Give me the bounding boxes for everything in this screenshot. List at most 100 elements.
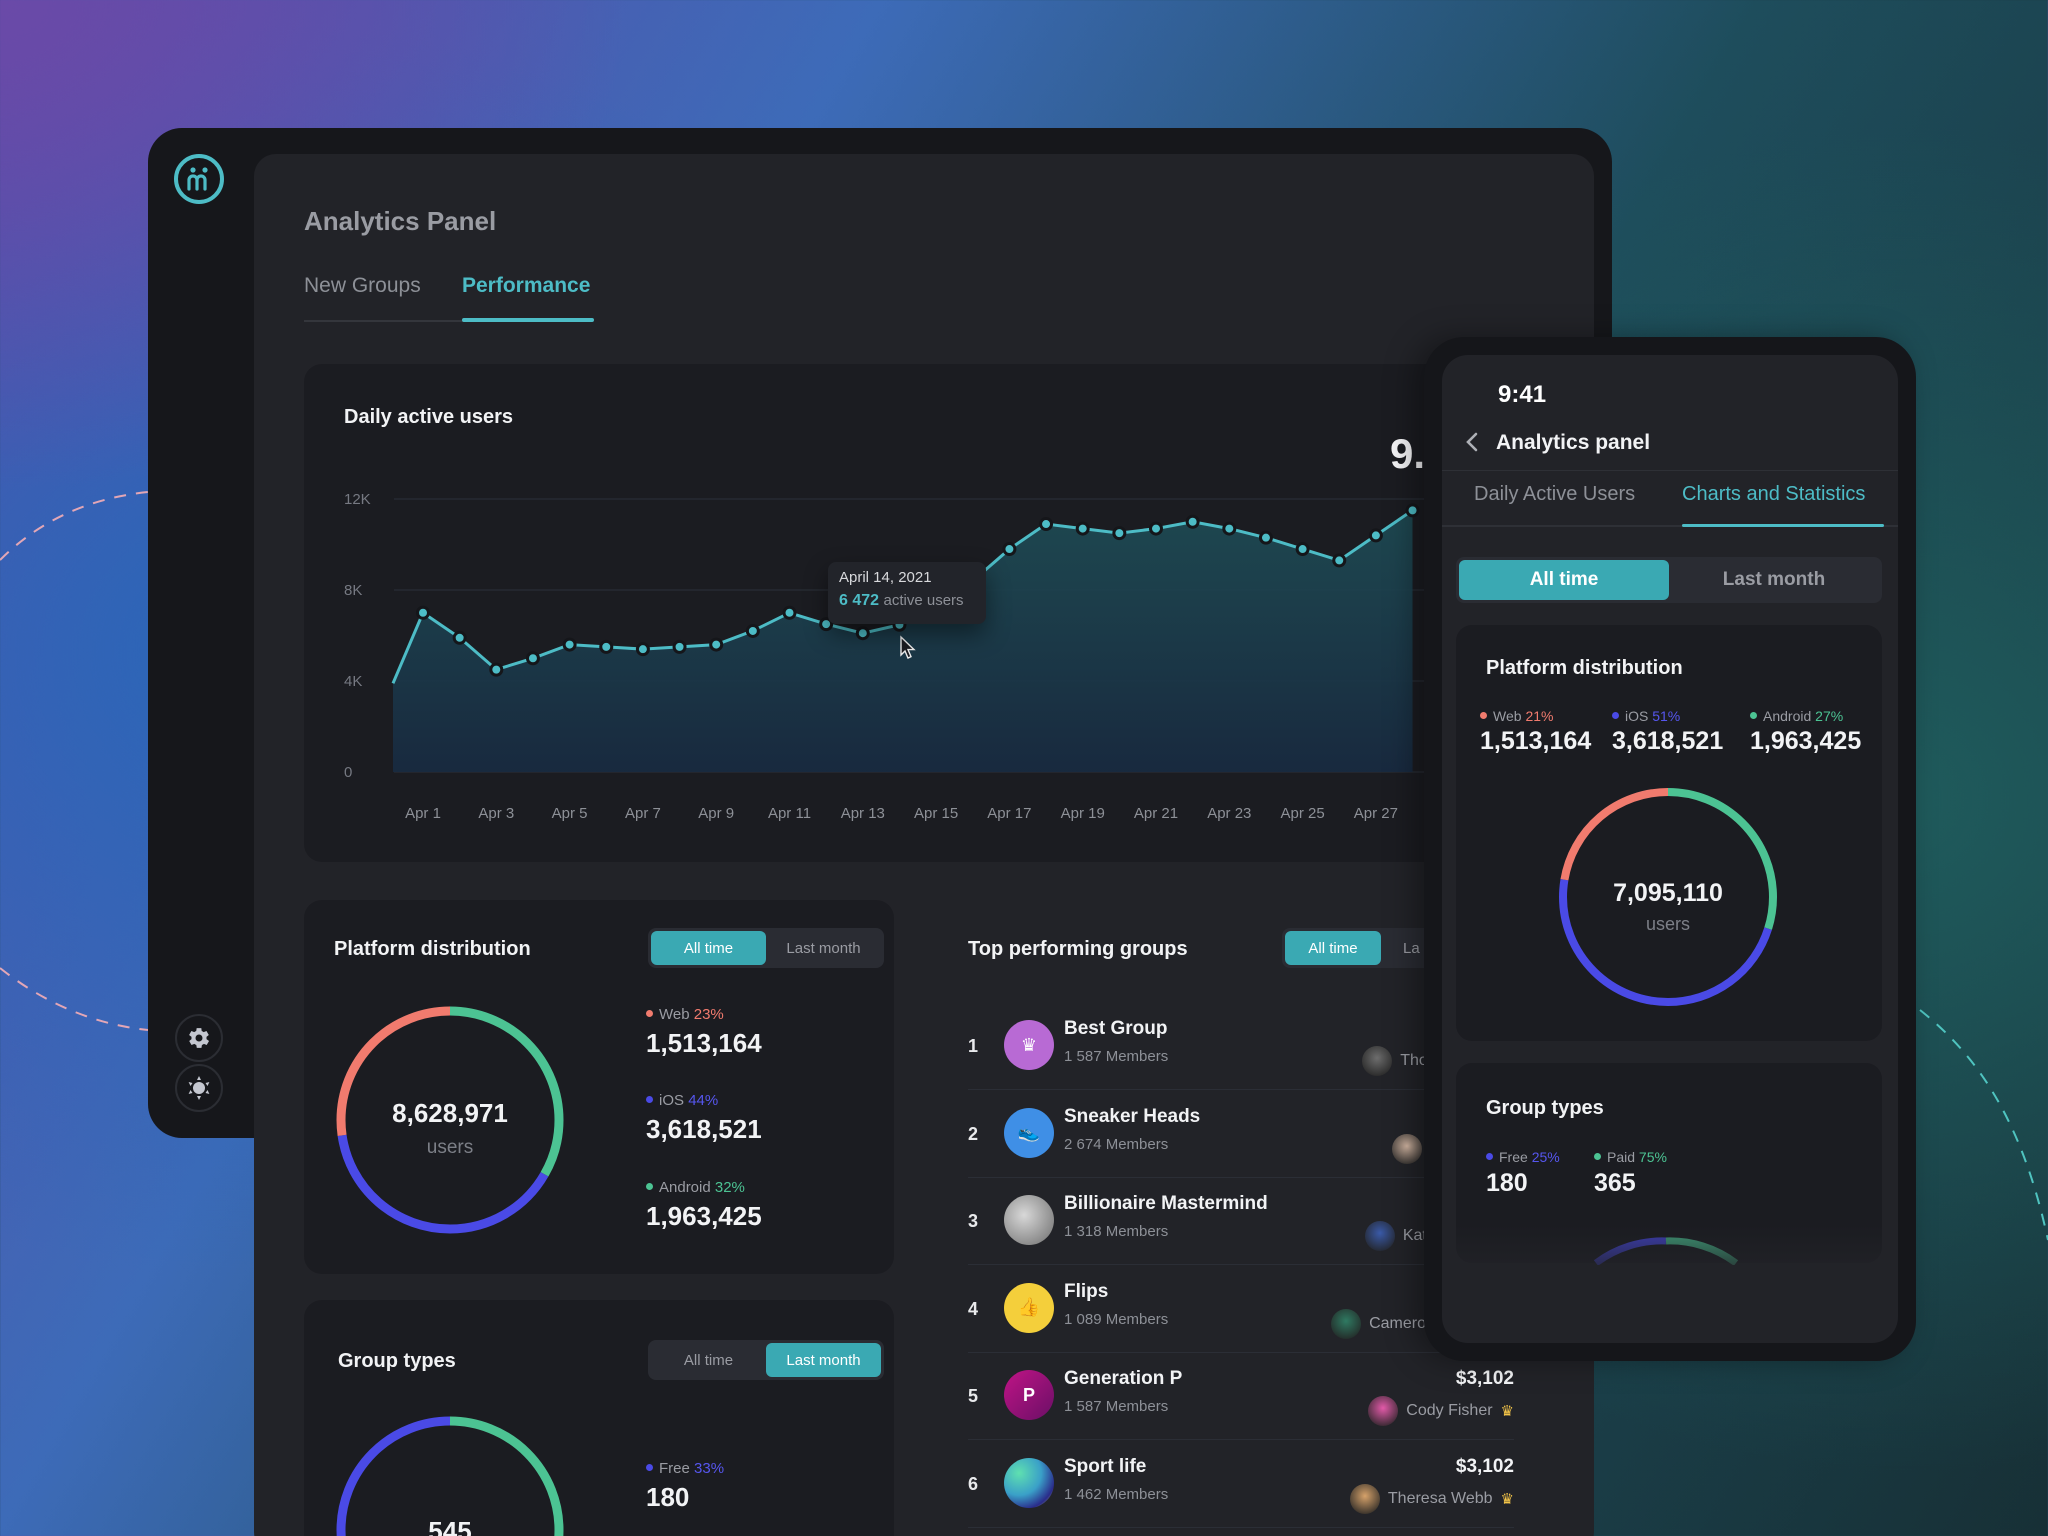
- free-legend: Free 25%: [1486, 1149, 1560, 1165]
- phone-period-toggle: All time Last month: [1456, 557, 1882, 603]
- phone-platform-donut-chart: [1559, 788, 1777, 1006]
- group-types-donut-center: 545: [428, 1516, 472, 1536]
- data-point[interactable]: [525, 651, 540, 666]
- top-groups-title: Top performing groups: [968, 938, 1188, 960]
- android-value: 1,963,425: [646, 1201, 762, 1231]
- group-members: 1 318 Members: [1064, 1223, 1169, 1240]
- group-name[interactable]: Flips: [1064, 1280, 1109, 1302]
- tab-new-groups[interactable]: New Groups: [304, 274, 421, 297]
- group-rank: 1: [968, 1036, 979, 1056]
- free-legend: Free 33%: [646, 1460, 724, 1477]
- dau-card-title: Daily active users: [344, 406, 513, 428]
- data-point[interactable]: [1075, 521, 1090, 536]
- group-rank: 5: [968, 1386, 979, 1406]
- tooltip-value: 6 472 active users: [839, 592, 964, 609]
- gear-icon: [189, 1028, 210, 1048]
- data-point[interactable]: [819, 617, 834, 632]
- data-point[interactable]: [782, 605, 797, 620]
- svg-text:Apr 25: Apr 25: [1280, 805, 1324, 822]
- owner-avatar: [1368, 1396, 1399, 1426]
- dau-line-chart[interactable]: 0 4K 8K 12K Apr 1 Apr 3 Apr 5 Apr 7 Apr 9 Apr 11…: [304, 364, 1424, 844]
- data-point[interactable]: [1185, 514, 1200, 529]
- data-point[interactable]: [745, 623, 760, 638]
- group-name[interactable]: Sport life: [1064, 1455, 1147, 1477]
- platform-distribution-card: Platform distribution All time Last mont…: [304, 900, 894, 1274]
- all-time-option[interactable]: All time: [1459, 560, 1669, 600]
- data-point[interactable]: [1332, 553, 1347, 568]
- group-avatar: [1004, 1457, 1054, 1508]
- group-name[interactable]: Generation P: [1064, 1368, 1183, 1389]
- tab-charts-and-statistics[interactable]: Charts and Statistics: [1682, 483, 1866, 505]
- data-point[interactable]: [855, 626, 870, 641]
- tab-daily-active-users[interactable]: Daily Active Users: [1474, 483, 1636, 505]
- data-point[interactable]: [1039, 517, 1054, 532]
- group-name[interactable]: Sneaker Heads: [1064, 1105, 1201, 1127]
- data-point[interactable]: [1222, 521, 1237, 536]
- free-value: 180: [646, 1482, 690, 1512]
- data-point[interactable]: [1149, 521, 1163, 536]
- data-point[interactable]: [1295, 542, 1310, 557]
- svg-text:8K: 8K: [344, 582, 362, 599]
- data-point[interactable]: [416, 605, 430, 620]
- phone-platform-card: Platform distribution Web 21% 1,513,164 …: [1456, 625, 1882, 1041]
- group-members: 1 462 Members: [1064, 1485, 1169, 1503]
- svg-text:Apr 5: Apr 5: [552, 805, 588, 822]
- data-point[interactable]: [1258, 530, 1273, 545]
- page-title: Analytics Panel: [304, 206, 497, 236]
- data-point[interactable]: [672, 639, 687, 654]
- owner-avatar: [1364, 1221, 1395, 1251]
- all-time-option[interactable]: All time: [1285, 931, 1381, 965]
- web-value: 1,513,164: [646, 1028, 762, 1058]
- platform-donut-center: 8,628,971 users: [392, 1098, 508, 1158]
- phone-group-types-title: Group types: [1486, 1097, 1604, 1119]
- main-tabs: New Groups Performance: [304, 270, 594, 322]
- group-name[interactable]: Billionaire Mastermind: [1064, 1193, 1268, 1214]
- dau-total-value: 9.: [1390, 430, 1426, 477]
- back-button[interactable]: [1464, 431, 1480, 459]
- data-point[interactable]: [489, 662, 504, 677]
- data-point[interactable]: [562, 637, 577, 652]
- group-owner: Theresa Webb ♛: [1349, 1483, 1514, 1514]
- group-name[interactable]: Best Group: [1064, 1018, 1168, 1039]
- data-point[interactable]: [1002, 542, 1017, 557]
- group-avatar: 👟: [1004, 1107, 1054, 1158]
- group-row[interactable]: 5 P Generation P 1 587 Members $3,102 Cody Fi…: [968, 1352, 1514, 1440]
- sun-icon: [188, 1076, 210, 1100]
- web-value: 1,513,164: [1480, 727, 1592, 755]
- phone-tabs: Daily Active Users Charts and Statistics: [1442, 471, 1898, 527]
- last-month-option[interactable]: Last month: [786, 939, 861, 957]
- scroll-fade: [1456, 1225, 1882, 1305]
- tab-performance[interactable]: Performance: [462, 274, 591, 297]
- settings-button[interactable]: [175, 1014, 223, 1062]
- group-rank: 4: [968, 1298, 979, 1319]
- theme-toggle-button[interactable]: [175, 1064, 223, 1112]
- active-tab-indicator: [462, 318, 594, 322]
- data-point[interactable]: [599, 639, 614, 654]
- all-time-option[interactable]: All time: [651, 931, 766, 965]
- group-row[interactable]: 6 Sport life 1 462 Members $3,102 Theresa We…: [968, 1440, 1514, 1528]
- last-month-option[interactable]: Last month: [766, 1343, 881, 1377]
- last-month-option[interactable]: La: [1403, 939, 1420, 957]
- all-time-option[interactable]: All time: [683, 1351, 734, 1369]
- data-point[interactable]: [1112, 526, 1127, 541]
- owner-avatar: [1349, 1483, 1380, 1514]
- svg-text:Apr 21: Apr 21: [1134, 805, 1178, 822]
- svg-text:Apr 17: Apr 17: [987, 805, 1031, 822]
- data-point[interactable]: [452, 630, 467, 645]
- app-logo[interactable]: [174, 154, 224, 204]
- ios-legend: iOS 44%: [646, 1092, 718, 1109]
- group-avatar: 👍: [1004, 1282, 1054, 1333]
- group-row[interactable]: 4 👍 Flips 1 089 Members Cameron Wi: [968, 1265, 1458, 1353]
- last-month-option[interactable]: Last month: [1722, 569, 1826, 590]
- group-members: 1 089 Members: [1064, 1310, 1169, 1328]
- data-point[interactable]: [709, 637, 724, 652]
- group-types-period-toggle: All time Last month: [648, 1340, 884, 1380]
- data-point[interactable]: [635, 642, 650, 657]
- data-point[interactable]: [1368, 528, 1383, 543]
- platform-donut-chart: [336, 1006, 564, 1234]
- data-point[interactable]: [1405, 503, 1420, 518]
- group-members: 2 674 Members: [1064, 1135, 1169, 1153]
